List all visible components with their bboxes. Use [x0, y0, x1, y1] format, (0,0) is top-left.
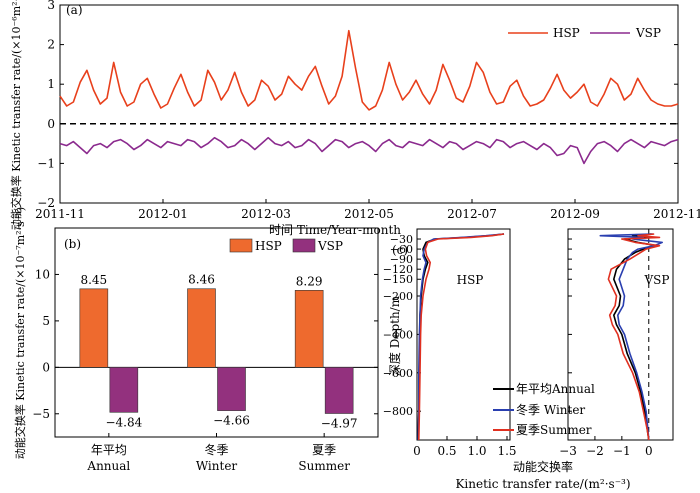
panel-a-series-HSP [59, 29, 679, 111]
panel-b-category-en: Annual [86, 459, 130, 473]
panel-c-xtick-label: 1.0 [467, 444, 486, 458]
panel-a-xtick-label: 2011-11 [35, 207, 85, 221]
panel-a-frame [59, 4, 679, 204]
panel-b-data-label: −4.66 [213, 414, 250, 428]
panel-c-HSP-series [417, 233, 505, 441]
panel-b-ytick-label: 0 [42, 360, 50, 374]
panel-c-xtick-label: 0.5 [437, 444, 456, 458]
panel-b-ytick-label: 10 [35, 267, 50, 281]
panel-b-bar-HSP [187, 288, 216, 368]
panel-b-ytick-label: −5 [32, 407, 50, 421]
panel-c-ytick-label: −30 [390, 233, 413, 246]
panel-b-bar-VSP [217, 367, 246, 411]
panel-a-ytick-label: 0 [47, 117, 55, 131]
panel-b-category-zh: 夏季 [312, 443, 336, 457]
panel-a-xtick-label: 2012-01 [138, 207, 188, 221]
panel-b-bar-HSP [294, 290, 324, 368]
panel-c-ytick-label: −90 [390, 253, 413, 266]
panel-a-xtick-label: 2012-07 [447, 207, 497, 221]
panel-c-HSP-frame [416, 228, 511, 441]
panel-a-label: (a) [66, 3, 83, 17]
panel-b-data-label: 8.29 [296, 274, 323, 288]
panel-b-data-label: −4.97 [321, 416, 358, 430]
panel-b-data-label: 8.45 [80, 273, 107, 287]
panel-a-ylabel: 动能交换率 Kinetic transfer rate/(×10⁻⁶m²·s⁻³… [9, 0, 23, 230]
panel-c-VSP-series [599, 233, 664, 441]
panel-a-ytick-label: 2 [47, 38, 55, 52]
panel-c-ytick-label: −800 [383, 405, 413, 418]
panel-c-subplot-label: HSP [457, 273, 484, 287]
panel-b-legend-vsp: VSP [317, 239, 343, 253]
panel-c-xtick-label: −3 [559, 444, 577, 458]
panel-b-bar-HSP [79, 288, 109, 368]
panel-c-xtick-label: 0 [413, 444, 421, 458]
panel-c-ytick-label: −150 [383, 273, 413, 286]
panel-a-xtick-label: 2012-05 [344, 207, 394, 221]
panel-c-xtick-label: 0 [645, 444, 653, 458]
panel-a-ytick-label: −2 [37, 196, 55, 210]
panel-c-label: (c) [392, 243, 408, 257]
panel-a-xtick-label: 2012-09 [550, 207, 600, 221]
panel-a-xlabel: 时间 Time/Year-month [269, 223, 401, 237]
panel-c-xlabel-en: Kinetic transfer rate/(m²·s⁻³) [455, 477, 630, 491]
panel-c-ytick-label: −200 [383, 290, 413, 303]
panel-a-ytick-label: −1 [37, 156, 55, 170]
panel-b-legend-swatch-hsp [229, 238, 253, 253]
panel-c-xtick-label: −2 [586, 444, 604, 458]
panel-a-legend-vsp: VSP [635, 26, 661, 40]
panel-c-subplot-label: VSP [644, 273, 670, 287]
panel-b-category-zh: 冬季 [204, 442, 228, 457]
panel-b-bar-VSP [109, 367, 139, 413]
panel-b-ytick-label: 5 [42, 314, 50, 328]
panel-c-xtick-label: −1 [613, 444, 631, 458]
panel-b-category-en: Winter [196, 459, 238, 473]
panel-a-series-VSP [59, 136, 679, 165]
panel-c-ylabel: 深度 Depth/m [387, 295, 402, 376]
panel-c-xlabel-zh: 动能交换率 [513, 459, 573, 474]
panel-b-legend-swatch-vsp [292, 238, 316, 253]
panel-a-ytick-label: 3 [47, 0, 55, 12]
panel-c-HSP-series [418, 233, 505, 441]
panel-a-legend-hsp: HSP [553, 26, 580, 40]
panel-a-ytick-label: 1 [47, 77, 55, 91]
panel-c-ytick-label: −120 [383, 263, 413, 276]
panel-c-legend-entry: 冬季 Winter [516, 402, 585, 417]
panel-c-ytick-label: −400 [383, 328, 413, 341]
panel-c-legend-entry: 年平均Annual [516, 382, 595, 396]
panel-b-data-label: 8.46 [188, 273, 215, 287]
panel-b-bar-VSP [324, 367, 354, 414]
panel-b-category-en: Summer [298, 459, 350, 473]
panel-a-xtick-label: 2012-11 [653, 207, 700, 221]
panel-c-xtick-label: 1.5 [497, 444, 516, 458]
panel-b-category-zh: 年平均 [91, 443, 127, 457]
panel-b-legend-hsp: HSP [255, 239, 282, 253]
panel-b-data-label: −4.84 [105, 415, 142, 429]
panel-c-ytick-label: −600 [383, 367, 413, 380]
panel-b-label: (b) [64, 237, 81, 251]
panel-c-ytick-label: −60 [390, 243, 413, 256]
panel-c-VSP-series [607, 233, 661, 441]
panel-a-xtick-label: 2012-03 [241, 207, 291, 221]
panel-c-HSP-series [417, 233, 505, 441]
panel-b-ylabel: 动能交换率 Kinetic transfer rate/(×10⁻⁷m²·s⁻³… [13, 207, 27, 459]
panel-c-legend-entry: 夏季Summer [516, 423, 592, 437]
